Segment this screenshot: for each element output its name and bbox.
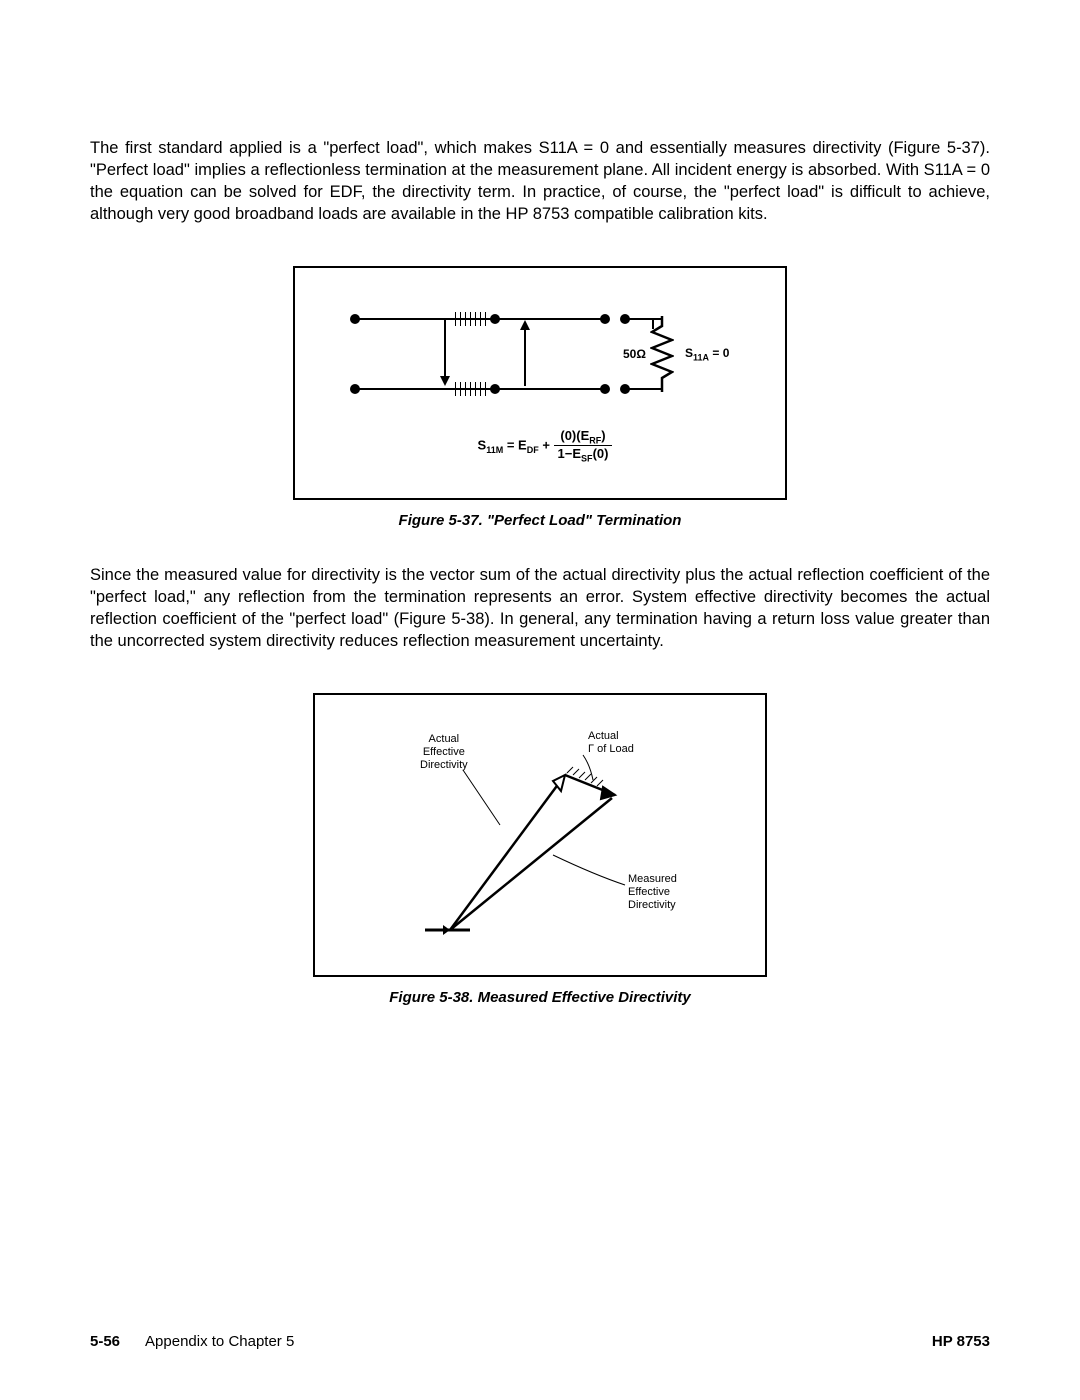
equation-s11m: S11M = EDF + (0)(ERF) 1−ESF(0) [420, 428, 670, 464]
label-s11a: S11A = 0 [685, 346, 729, 362]
caption-5-38: Figure 5-38. Measured Effective Directiv… [90, 989, 990, 1006]
figure-5-37: 50Ω S11A = 0 S11M = EDF + (0)(ERF) 1−ESF… [293, 266, 787, 500]
model-number: HP 8753 [932, 1333, 990, 1350]
appendix-label: Appendix to Chapter 5 [145, 1333, 294, 1350]
figure-5-38: Actual Effective Directivity Actual Γ of… [313, 693, 767, 977]
label-50ohm: 50Ω [623, 347, 646, 361]
page-number: 5-56 [90, 1333, 120, 1350]
label-measured-effective: Measured Effective Directivity [628, 873, 677, 913]
label-actual-effective: Actual Effective Directivity [420, 733, 468, 773]
label-actual-gamma: Actual Γ of Load [588, 730, 634, 756]
page-footer: 5-56 Appendix to Chapter 5 HP 8753 [90, 1333, 990, 1350]
paragraph-1: The first standard applied is a "perfect… [90, 137, 990, 226]
caption-5-37: Figure 5-37. "Perfect Load" Termination [90, 512, 990, 529]
paragraph-2: Since the measured value for directivity… [90, 564, 990, 653]
